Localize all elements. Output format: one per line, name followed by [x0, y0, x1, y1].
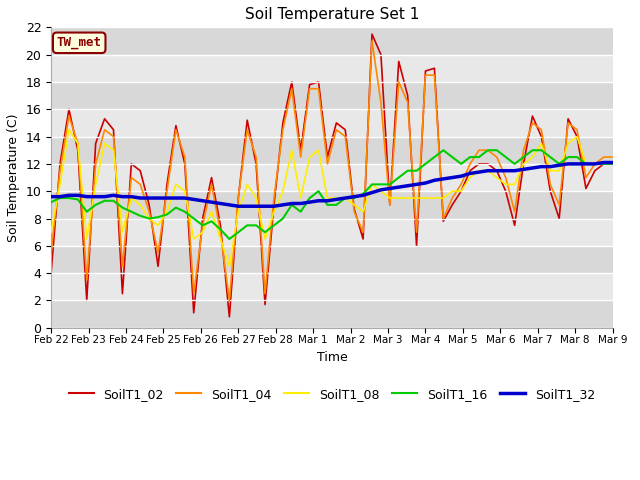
Bar: [51, 218, 612, 246]
Bar: [51, 82, 612, 109]
Bar: [51, 300, 612, 328]
Bar: [51, 109, 612, 137]
Bar: [51, 191, 612, 218]
Y-axis label: Soil Temperature (C): Soil Temperature (C): [7, 113, 20, 242]
Bar: [51, 137, 612, 164]
Text: TW_met: TW_met: [57, 36, 102, 49]
Bar: [51, 164, 612, 191]
Legend: SoilT1_02, SoilT1_04, SoilT1_08, SoilT1_16, SoilT1_32: SoilT1_02, SoilT1_04, SoilT1_08, SoilT1_…: [63, 383, 600, 406]
X-axis label: Time: Time: [317, 351, 348, 364]
Bar: [51, 27, 612, 55]
Title: Soil Temperature Set 1: Soil Temperature Set 1: [244, 7, 419, 22]
Bar: [51, 273, 612, 300]
Bar: [51, 246, 612, 273]
Bar: [51, 55, 612, 82]
